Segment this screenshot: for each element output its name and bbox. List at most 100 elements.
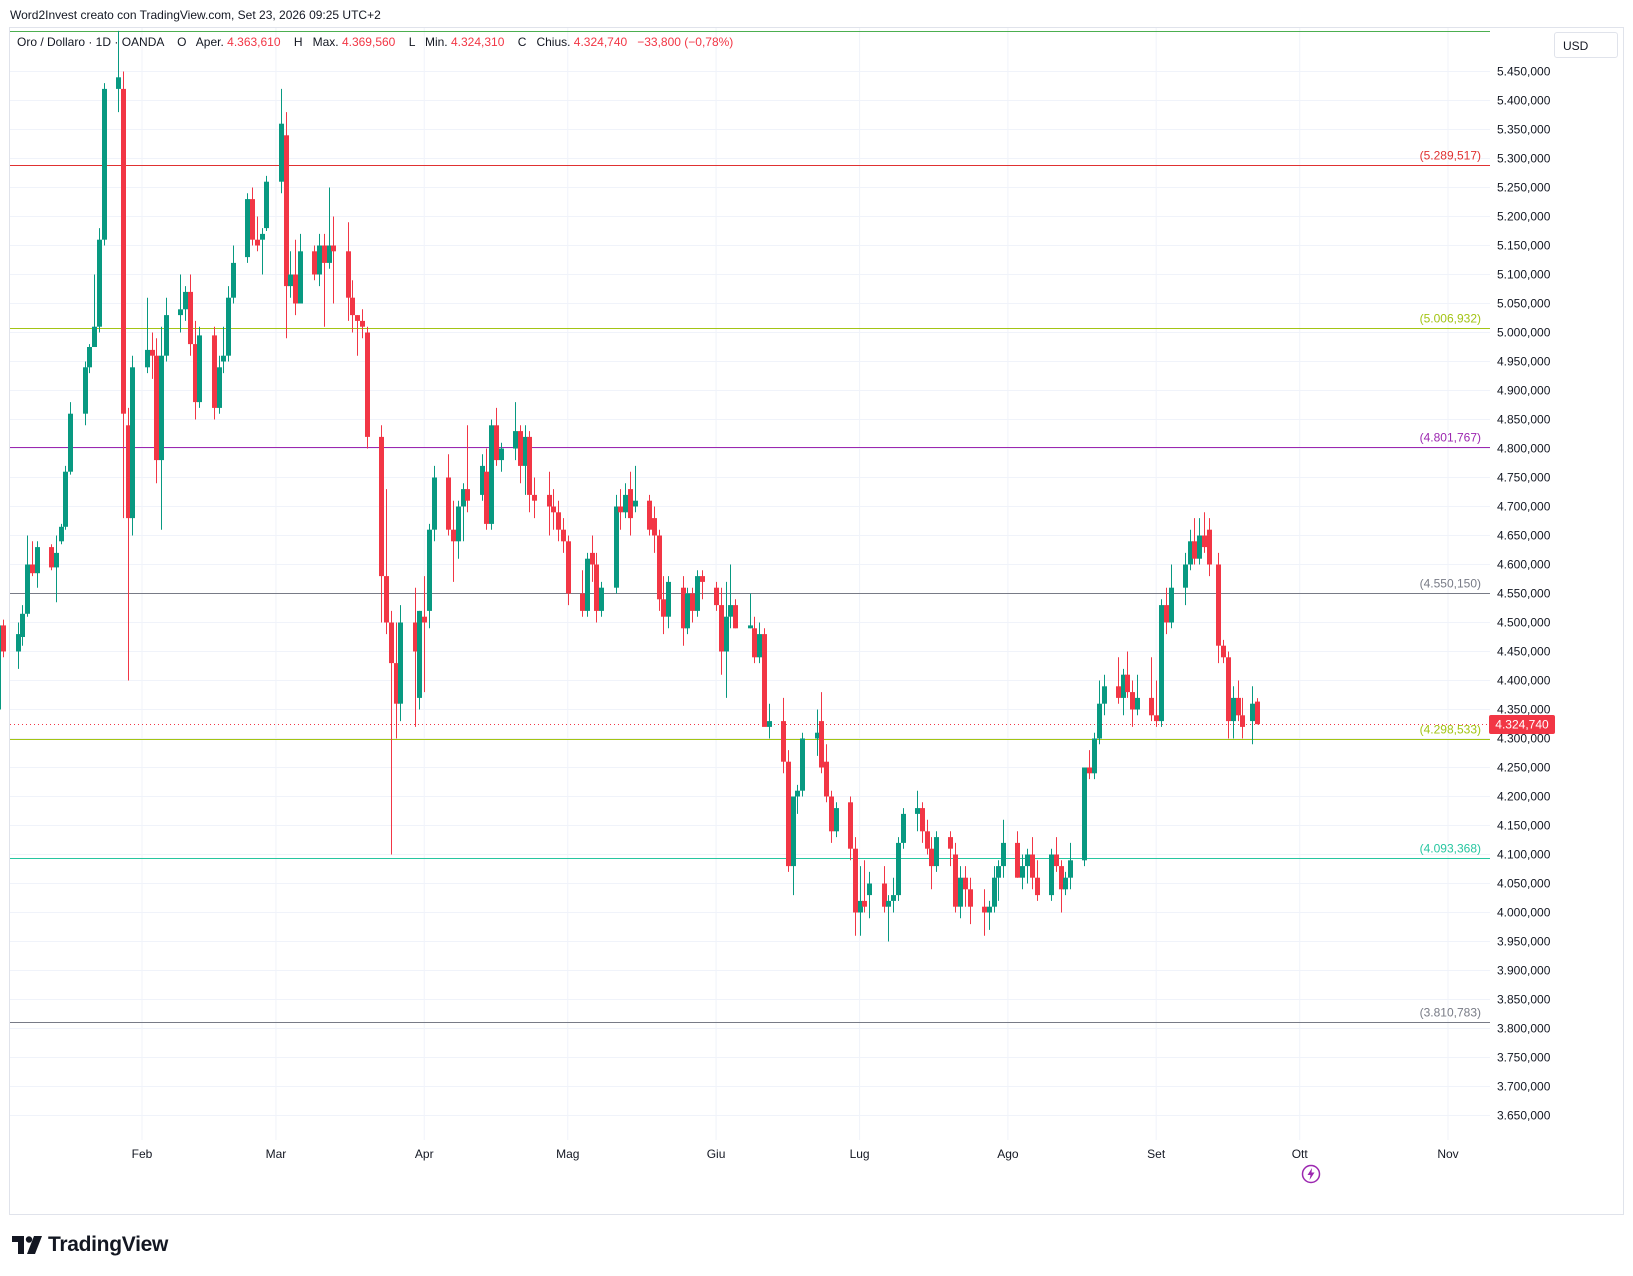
candle-body — [681, 587, 686, 629]
level-label: (3.810,783) — [1420, 1006, 1481, 1020]
candle — [97, 228, 102, 333]
candle-body — [97, 239, 102, 327]
candle-body — [293, 274, 298, 304]
candle — [748, 593, 753, 629]
candle — [815, 709, 820, 756]
candle-body — [858, 900, 863, 913]
candle — [159, 326, 164, 530]
candle — [882, 866, 887, 913]
candle — [958, 866, 963, 919]
candle-body — [312, 251, 317, 275]
candle-body — [164, 315, 169, 356]
candle-body — [580, 593, 585, 611]
candle — [20, 605, 25, 646]
candle — [379, 425, 384, 623]
candle — [1082, 767, 1087, 867]
candle-body — [748, 625, 753, 629]
candle-body — [178, 309, 183, 316]
candle-body — [63, 471, 68, 527]
candle — [556, 500, 561, 542]
candle — [360, 309, 365, 339]
candle-body — [231, 262, 236, 298]
candle-body — [614, 506, 619, 588]
candle — [1121, 668, 1126, 716]
candle — [484, 448, 489, 530]
candle-body — [130, 367, 135, 519]
y-tick-label: 4.250,000 — [1497, 761, 1551, 775]
currency-selector[interactable]: USD — [1554, 32, 1618, 58]
candle-body — [226, 297, 231, 356]
candle-body — [1068, 860, 1073, 878]
candle — [417, 610, 422, 710]
candle-body — [968, 889, 973, 907]
low-label: L — [408, 35, 415, 49]
candle — [585, 552, 590, 617]
candle — [1092, 732, 1097, 780]
candle — [331, 216, 336, 304]
candle — [1226, 651, 1231, 739]
high-value: 4.369,560 — [341, 35, 396, 49]
candle-body — [484, 471, 489, 524]
candle — [532, 477, 537, 519]
candle-body — [188, 291, 193, 345]
candle — [288, 251, 293, 298]
candle — [30, 541, 35, 577]
candle — [733, 599, 738, 629]
open-label: O — [177, 35, 187, 49]
candle — [250, 187, 255, 246]
candle — [848, 796, 853, 861]
candle-body — [891, 895, 896, 901]
candle — [580, 570, 585, 617]
y-tick-label: 3.850,000 — [1497, 993, 1551, 1007]
candle-body — [666, 581, 671, 617]
candle — [1250, 686, 1255, 745]
candle-body — [461, 489, 466, 507]
candle-body — [480, 465, 485, 495]
candle — [700, 570, 705, 600]
candle — [695, 570, 700, 617]
candle-body — [154, 355, 159, 461]
x-tick-label: Ott — [1292, 1147, 1309, 1161]
candle-body — [1116, 686, 1121, 698]
candle — [327, 187, 332, 269]
candle — [1135, 674, 1140, 716]
level-label: (5.006,932) — [1420, 312, 1481, 326]
candle-body — [417, 610, 422, 698]
candle-body — [848, 802, 853, 849]
flash-icon[interactable] — [1301, 1164, 1321, 1184]
y-tick-label: 3.700,000 — [1497, 1080, 1551, 1094]
candle-body — [585, 558, 590, 611]
candle-body — [556, 512, 561, 530]
candle — [1054, 837, 1059, 872]
y-tick-label: 4.950,000 — [1497, 355, 1551, 369]
candle — [657, 529, 662, 611]
high-label: H — [293, 35, 303, 49]
candle — [996, 860, 1001, 901]
candle — [1169, 564, 1174, 629]
candle-body — [714, 587, 719, 606]
y-tick-label: 5.450,000 — [1497, 65, 1551, 79]
y-tick-label: 5.350,000 — [1497, 123, 1551, 137]
candle — [164, 297, 169, 362]
candle — [1020, 854, 1025, 890]
candle — [714, 581, 719, 611]
candle — [795, 784, 800, 814]
candle — [1030, 837, 1035, 890]
candle-body — [513, 431, 518, 449]
candle-body — [547, 494, 552, 507]
candle-body — [1001, 842, 1006, 867]
candle — [685, 587, 690, 635]
candle — [551, 489, 556, 530]
candle-body — [1255, 701, 1260, 725]
y-tick-label: 5.150,000 — [1497, 239, 1551, 253]
candle-body — [245, 199, 250, 258]
candle — [915, 790, 920, 832]
candle — [422, 576, 427, 693]
candle-body — [427, 529, 432, 611]
y-tick-label: 4.650,000 — [1497, 529, 1551, 543]
y-tick-label: 3.950,000 — [1497, 935, 1551, 949]
candle — [566, 535, 571, 606]
candle-body — [829, 796, 834, 832]
candle-body — [221, 355, 226, 362]
